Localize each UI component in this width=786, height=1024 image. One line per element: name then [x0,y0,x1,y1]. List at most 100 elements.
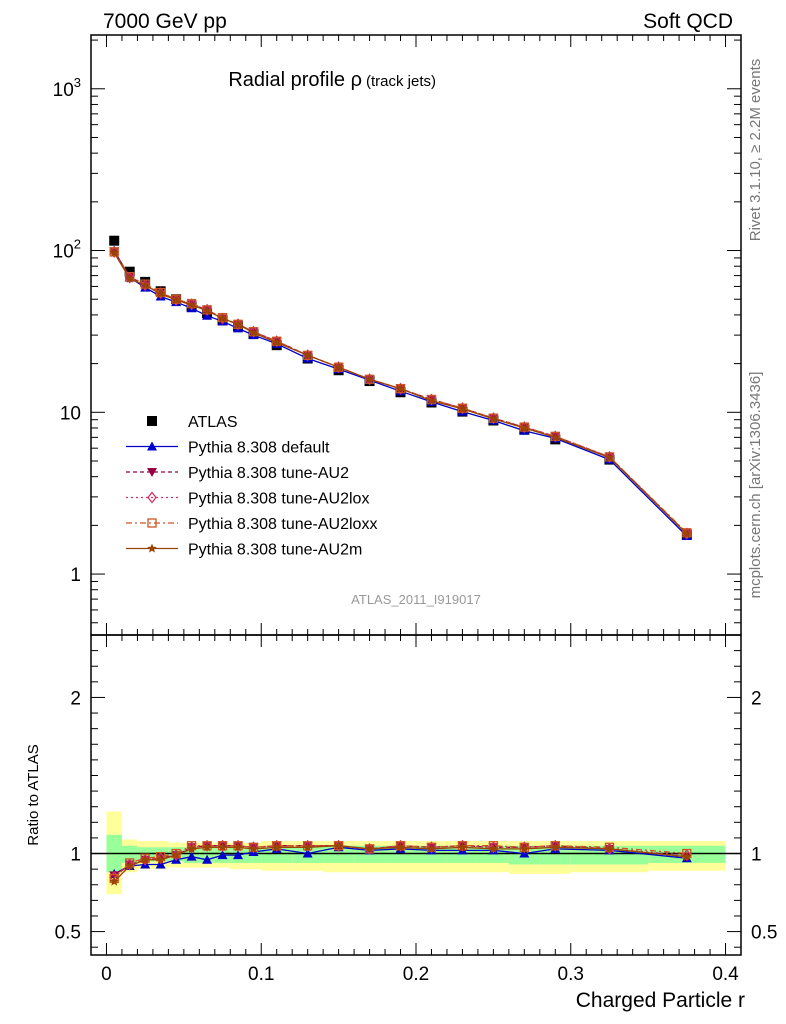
ratio-point [233,839,243,852]
ratio-point [233,842,243,852]
x-tick-label: 0.1 [248,964,274,985]
ratio-point [202,842,212,852]
legend-entry: Pythia 8.308 tune-AU2m [126,542,362,559]
header-left: 7000 GeV pp [103,10,227,33]
band-inner [323,845,355,863]
ratio-point [519,843,530,853]
legend-entry: Pythia 8.308 tune-AU2 [126,465,349,482]
ratio-line [113,845,687,883]
legend-entry: Pythia 8.308 tune-AU2loxx [126,516,377,533]
mcplots-label: mcplots.cern.ch [arXiv:1306.3436] [747,372,764,599]
data-point [109,245,120,258]
data-point [248,325,259,338]
rivet-label: Rivet 3.1.10, ≥ 2.2M events [747,59,764,242]
band-inner [261,847,293,863]
data-point [550,430,561,443]
legend-entry: Pythia 8.308 default [126,440,330,457]
ratio-y-tick-label: 2 [70,688,81,709]
ratio-point [233,850,244,860]
ratio-series-4 [109,840,692,886]
ratio-point [124,861,135,871]
data-point [233,319,243,329]
data-point [519,423,530,432]
ratio-y-tick-label: 1 [70,845,81,866]
legend-marker [147,441,157,451]
data-point [171,294,181,304]
x-axis-label: Charged Particle r [576,989,745,1012]
legend-marker [147,543,157,553]
ratio-point [109,871,120,881]
ratio-point [217,842,228,852]
y-tick-label: 102 [53,237,81,263]
main-series [109,235,692,540]
legend-marker [147,518,157,528]
legend-label: Pythia 8.308 default [188,440,330,457]
legend: ATLAS Pythia 8.308 default Pythia 8.308 tu… [126,414,377,559]
axes: 0 0.1 0.2 0.3 0.4 1 10 102 103 0.5 0.5 1 1 2 2 [53,34,777,985]
ratio-point [140,854,150,864]
legend-entry: Pythia 8.308 tune-AU2lox [126,491,369,508]
ratio-point [155,854,166,864]
legend-label: ATLAS [188,414,238,431]
x-tick-label: 0.2 [403,964,429,985]
ratio-point [248,843,259,853]
data-point [109,247,119,257]
data-point [604,452,615,462]
ratio-point [217,850,228,860]
ratio-point [124,858,135,871]
data-point [155,288,166,298]
data-point [124,271,135,284]
y-tick-label: 1 [70,565,81,586]
ratio-point [302,848,313,858]
data-point [457,402,468,415]
ratio-point [457,842,468,852]
ratio-line [113,845,687,879]
data-point [488,412,499,425]
ratio-point [186,851,197,861]
ratio-y-tick-label-right: 1 [751,845,762,866]
legend-label: Pythia 8.308 tune-AU2lox [188,491,369,508]
ratio-point [426,841,437,854]
ratio-point [186,843,197,853]
ratio-point [333,839,344,852]
data-point [333,362,344,372]
legend-marker [147,416,157,426]
ratio-point [364,843,375,853]
y-tick-label: 103 [53,75,81,101]
data-point [302,350,313,360]
legend-label: Pythia 8.308 tune-AU2loxx [188,516,377,533]
series-line [113,252,688,535]
data-point [426,395,437,405]
ratio-point [272,842,282,852]
data-point [426,393,437,406]
ratio-point [426,843,437,853]
data-point [217,313,228,323]
ratio-point [248,841,259,854]
ratio-ylabel: Ratio to ATLAS [25,744,42,845]
data-point [140,280,150,290]
data-point [519,421,530,434]
data-point [272,337,282,347]
main-title-text: Radial profile ρ [228,69,362,91]
ratio-series [109,839,692,886]
ratio-point [202,854,213,864]
ratio-point [302,839,313,852]
legend-label: Pythia 8.308 tune-AU2m [188,542,362,559]
ratio-point [604,843,615,853]
data-point [457,403,468,413]
x-tick-label: 0.4 [712,964,739,985]
ratio-point [682,849,692,862]
ratio-point [457,839,468,852]
data-point [202,305,212,315]
ratio-point [550,839,561,852]
main-title: Radial profile ρ (track jets) [228,69,436,91]
data-point [202,303,212,316]
ratio-point [395,842,406,852]
ratio-point [202,839,212,852]
ratio-point [302,842,313,852]
ratio-point [488,843,499,853]
data-point [364,374,375,384]
ratio-point [333,840,344,850]
ratio-y-tick-label-right: 0.5 [751,923,777,944]
data-point [682,528,692,538]
